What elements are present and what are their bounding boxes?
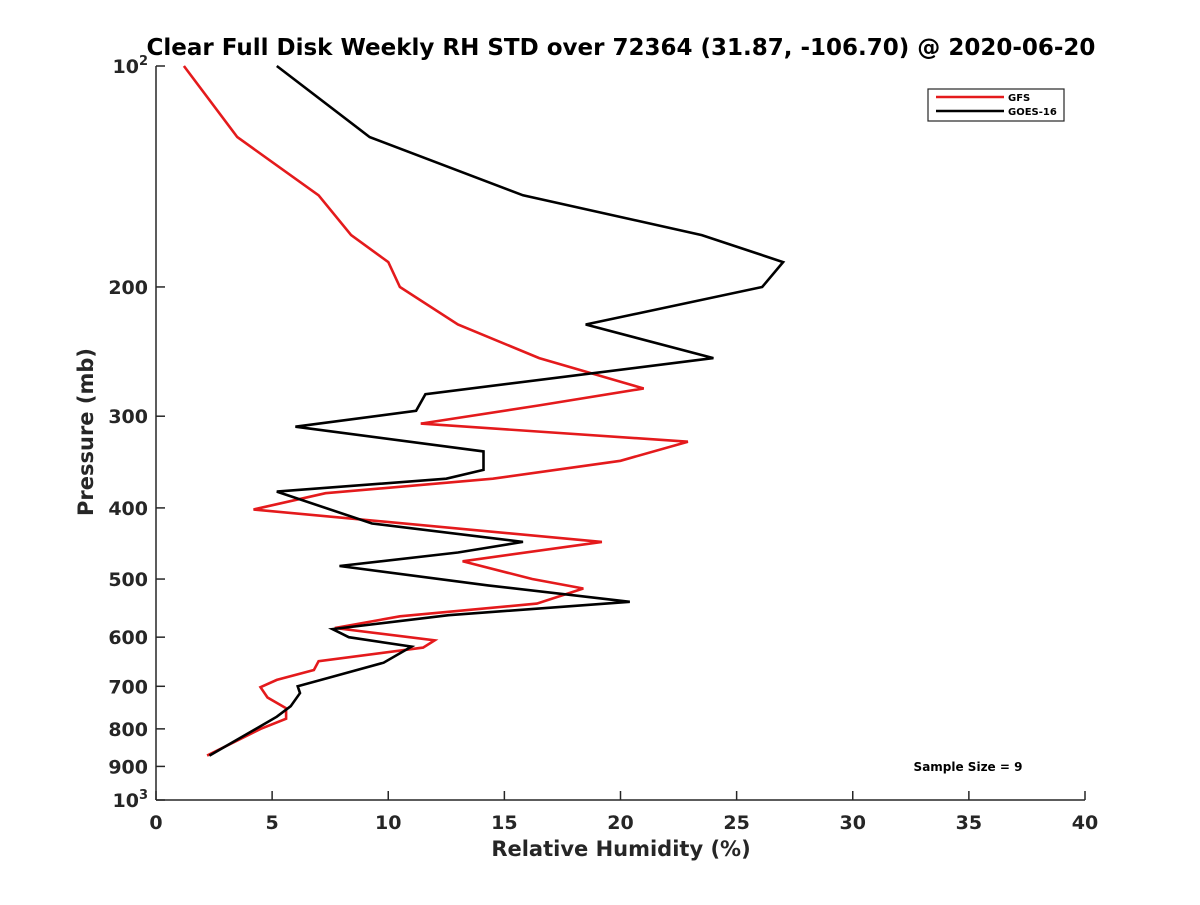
x-tick-label: 5 xyxy=(266,812,279,834)
x-tick-label: 15 xyxy=(491,812,517,834)
x-tick-label: 35 xyxy=(956,812,982,834)
x-tick-label: 25 xyxy=(723,812,749,834)
y-tick-label: 200 xyxy=(108,277,148,299)
y-tick-label: 900 xyxy=(108,756,148,778)
legend-label: GFS xyxy=(1008,93,1030,104)
y-tick-label: 700 xyxy=(108,676,148,698)
y-tick-label: 800 xyxy=(108,719,148,741)
legend: GFS GOES-16 xyxy=(927,88,1065,122)
legend-label: GOES-16 xyxy=(1008,107,1057,118)
y-axis-label: Pressure (mb) xyxy=(74,348,98,516)
chart-title: Clear Full Disk Weekly RH STD over 72364… xyxy=(147,35,1096,61)
sample-size-annotation: Sample Size = 9 xyxy=(914,760,1023,774)
y-tick-label: 500 xyxy=(108,569,148,591)
x-tick-label: 40 xyxy=(1072,812,1098,834)
series-line-gfs xyxy=(182,65,689,757)
y-tick-label: 600 xyxy=(108,627,148,649)
series-line-goes-16 xyxy=(208,64,786,757)
x-tick-label: 30 xyxy=(840,812,866,834)
x-axis-label: Relative Humidity (%) xyxy=(491,837,750,861)
x-tick-label: 0 xyxy=(149,812,162,834)
x-tick-label: 20 xyxy=(607,812,633,834)
y-tick-label: 103 xyxy=(113,788,149,812)
y-tick-label: 400 xyxy=(108,498,148,520)
legend-box xyxy=(927,88,1065,122)
plot-axes: 0 5 10 15 20 25 30 35 40 102 200 300 400 500 600 700 800… xyxy=(108,54,1098,834)
series-layer xyxy=(182,64,786,757)
y-tick-label: 300 xyxy=(108,406,148,428)
y-tick-label: 102 xyxy=(113,54,149,78)
x-tick-label: 10 xyxy=(375,812,401,834)
